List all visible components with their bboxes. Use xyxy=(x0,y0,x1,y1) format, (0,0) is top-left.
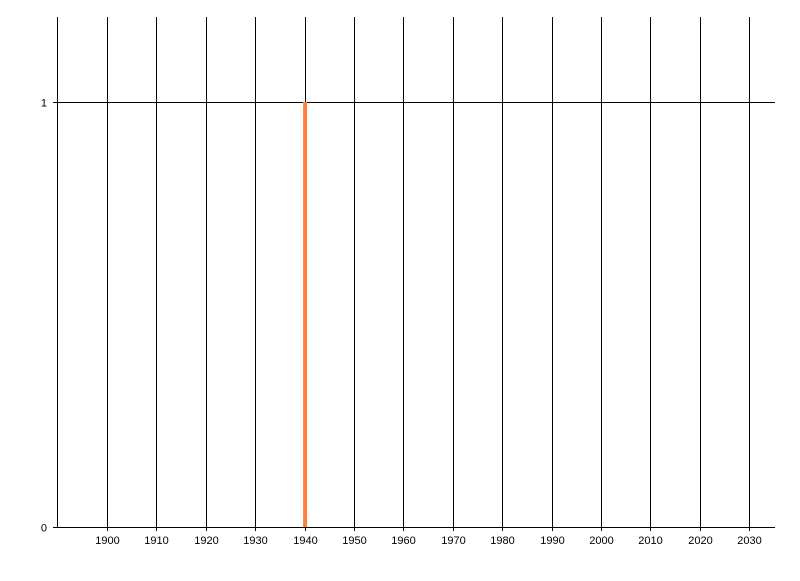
x-tick-label: 1920 xyxy=(194,535,218,547)
x-tick-label: 1970 xyxy=(441,535,465,547)
x-tick-label: 1910 xyxy=(144,535,168,547)
x-tick-label: 1980 xyxy=(490,535,514,547)
y-tick-label: 0 xyxy=(41,523,47,535)
x-tick-label: 1960 xyxy=(391,535,415,547)
x-tick-label: 2010 xyxy=(638,535,662,547)
y-tick-label: 1 xyxy=(41,98,47,110)
x-tick-label: 2000 xyxy=(589,535,613,547)
bar xyxy=(303,102,308,527)
x-tick-label: 1900 xyxy=(95,535,119,547)
x-tick-label: 1930 xyxy=(243,535,267,547)
x-tick-label: 1940 xyxy=(293,535,317,547)
x-tick-label: 2020 xyxy=(688,535,712,547)
x-tick-label: 1950 xyxy=(342,535,366,547)
x-tick-label: 1990 xyxy=(540,535,564,547)
x-tick-label: 2030 xyxy=(737,535,761,547)
